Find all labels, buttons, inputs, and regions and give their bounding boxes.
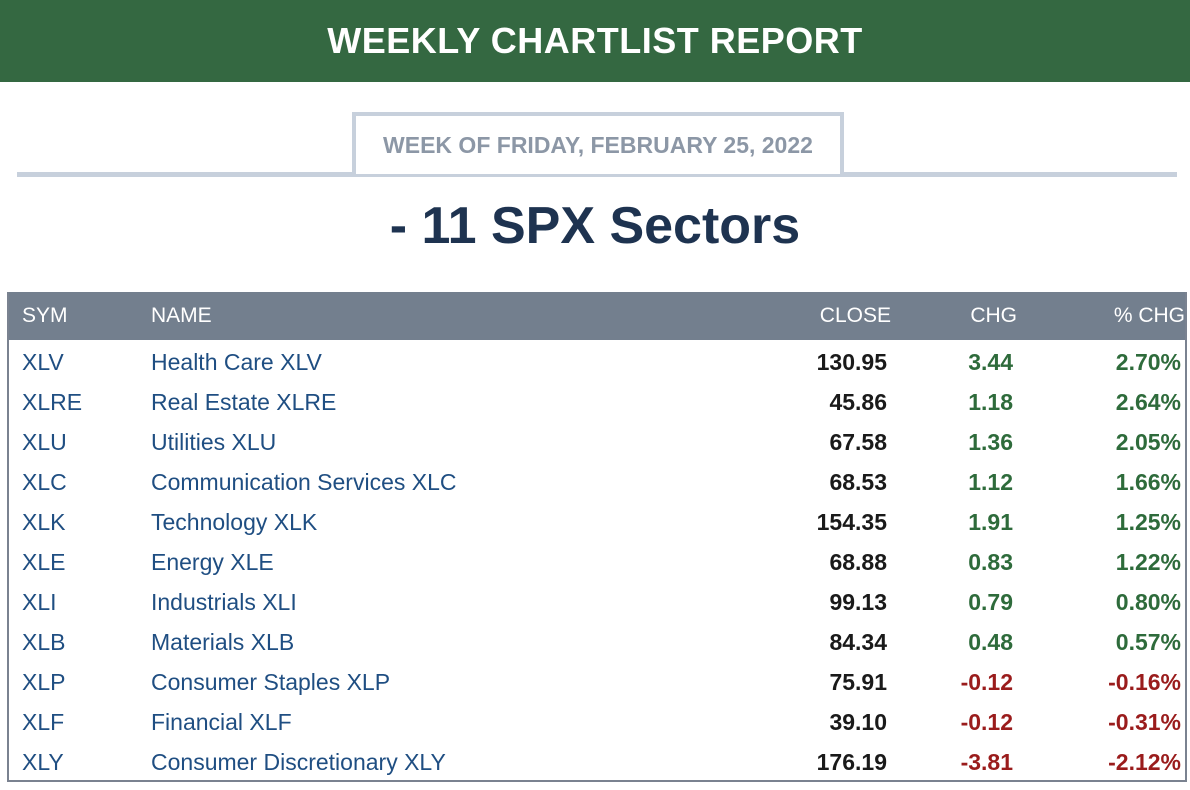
close-value: 67.58 (829, 429, 887, 455)
table-row[interactable]: XLK Technology XLK 154.35 1.91 1.25% (9, 502, 1185, 542)
close-value: 176.19 (816, 749, 887, 775)
close-value: 154.35 (816, 509, 887, 535)
percent-change-value: -0.31% (1108, 709, 1181, 735)
change-value: 0.79 (968, 589, 1013, 615)
report-banner-title: WEEKLY CHARTLIST REPORT (327, 20, 863, 61)
sector-name-link[interactable]: Consumer Discretionary XLY (151, 749, 446, 775)
change-value: -0.12 (960, 669, 1013, 695)
sector-table: SYM NAME CLOSE CHG % CHG XLV Health Care … (7, 292, 1187, 782)
sector-name-link[interactable]: Materials XLB (151, 629, 295, 655)
close-value: 130.95 (816, 349, 887, 375)
table-row[interactable]: XLC Communication Services XLC 68.53 1.12 1.… (9, 462, 1185, 502)
table-header: SYM NAME CLOSE CHG % CHG (9, 292, 1185, 340)
percent-change-value: -2.12% (1108, 749, 1181, 775)
table-row[interactable]: XLU Utilities XLU 67.58 1.36 2.05% (9, 422, 1185, 462)
table-row[interactable]: XLP Consumer Staples XLP 75.91 -0.12 -0.16% (9, 662, 1185, 702)
change-value: 1.91 (968, 509, 1013, 535)
symbol-link[interactable]: XLB (22, 629, 66, 655)
column-header-chg[interactable]: CHG (970, 304, 1017, 327)
table-row[interactable]: XLRE Real Estate XLRE 45.86 1.18 2.64% (9, 382, 1185, 422)
percent-change-value: 0.80% (1115, 589, 1181, 615)
sector-name-link[interactable]: Financial XLF (151, 709, 292, 735)
sector-name-link[interactable]: Real Estate XLRE (151, 389, 337, 415)
table-row[interactable]: XLV Health Care XLV 130.95 3.44 2.70% (9, 342, 1185, 382)
close-value: 39.10 (829, 709, 887, 735)
symbol-link[interactable]: XLP (22, 669, 66, 695)
column-header-pct-chg[interactable]: % CHG (1113, 304, 1185, 327)
percent-change-value: 2.64% (1115, 389, 1181, 415)
close-value: 68.88 (829, 549, 887, 575)
symbol-link[interactable]: XLF (22, 709, 65, 735)
percent-change-value: 1.22% (1115, 549, 1181, 575)
column-header-close[interactable]: CLOSE (819, 304, 891, 327)
close-value: 99.13 (829, 589, 887, 615)
percent-change-value: 2.05% (1115, 429, 1181, 455)
symbol-link[interactable]: XLV (22, 349, 64, 375)
table-row[interactable]: XLI Industrials XLI 99.13 0.79 0.80% (9, 582, 1185, 622)
page-title: - 11 SPX Sectors (389, 197, 801, 255)
sector-name-link[interactable]: Energy XLE (151, 549, 274, 575)
percent-change-value: 2.70% (1115, 349, 1181, 375)
percent-change-value: 1.66% (1115, 469, 1181, 495)
change-value: 0.48 (968, 629, 1013, 655)
close-value: 45.86 (829, 389, 887, 415)
change-value: 1.18 (968, 389, 1013, 415)
sector-name-link[interactable]: Technology XLK (151, 509, 318, 535)
close-value: 75.91 (829, 669, 887, 695)
percent-change-value: 1.25% (1115, 509, 1181, 535)
symbol-link[interactable]: XLI (22, 589, 57, 615)
close-value: 84.34 (829, 629, 887, 655)
sector-name-link[interactable]: Communication Services XLC (151, 469, 457, 495)
change-value: -3.81 (960, 749, 1013, 775)
percent-change-value: 0.57% (1115, 629, 1181, 655)
sector-name-link[interactable]: Industrials XLI (151, 589, 297, 615)
sector-name-link[interactable]: Utilities XLU (151, 429, 277, 455)
change-value: 3.44 (968, 349, 1013, 375)
change-value: -0.12 (960, 709, 1013, 735)
symbol-link[interactable]: XLRE (22, 389, 83, 415)
divider (17, 172, 1177, 177)
table-row[interactable]: XLY Consumer Discretionary XLY 176.19 -3.81… (9, 742, 1185, 782)
sector-name-link[interactable]: Consumer Staples XLP (151, 669, 391, 695)
close-value: 68.53 (829, 469, 887, 495)
report-banner: WEEKLY CHARTLIST REPORT (0, 0, 1190, 82)
sector-name-link[interactable]: Health Care XLV (151, 349, 322, 375)
column-header-name[interactable]: NAME (151, 304, 212, 327)
percent-change-value: -0.16% (1108, 669, 1181, 695)
change-value: 1.12 (968, 469, 1013, 495)
symbol-link[interactable]: XLU (22, 429, 67, 455)
symbol-link[interactable]: XLE (22, 549, 66, 575)
change-value: 0.83 (968, 549, 1013, 575)
change-value: 1.36 (968, 429, 1013, 455)
week-label-box: WEEK OF FRIDAY, FEBRUARY 25, 2022 (352, 112, 844, 174)
table-row[interactable]: XLE Energy XLE 68.88 0.83 1.22% (9, 542, 1185, 582)
column-header-sym[interactable]: SYM (22, 304, 68, 327)
symbol-link[interactable]: XLK (22, 509, 66, 535)
table-row[interactable]: XLB Materials XLB 84.34 0.48 0.57% (9, 622, 1185, 662)
week-label: WEEK OF FRIDAY, FEBRUARY 25, 2022 (383, 131, 813, 158)
symbol-link[interactable]: XLY (22, 749, 64, 775)
symbol-link[interactable]: XLC (22, 469, 67, 495)
table-row[interactable]: XLF Financial XLF 39.10 -0.12 -0.31% (9, 702, 1185, 742)
